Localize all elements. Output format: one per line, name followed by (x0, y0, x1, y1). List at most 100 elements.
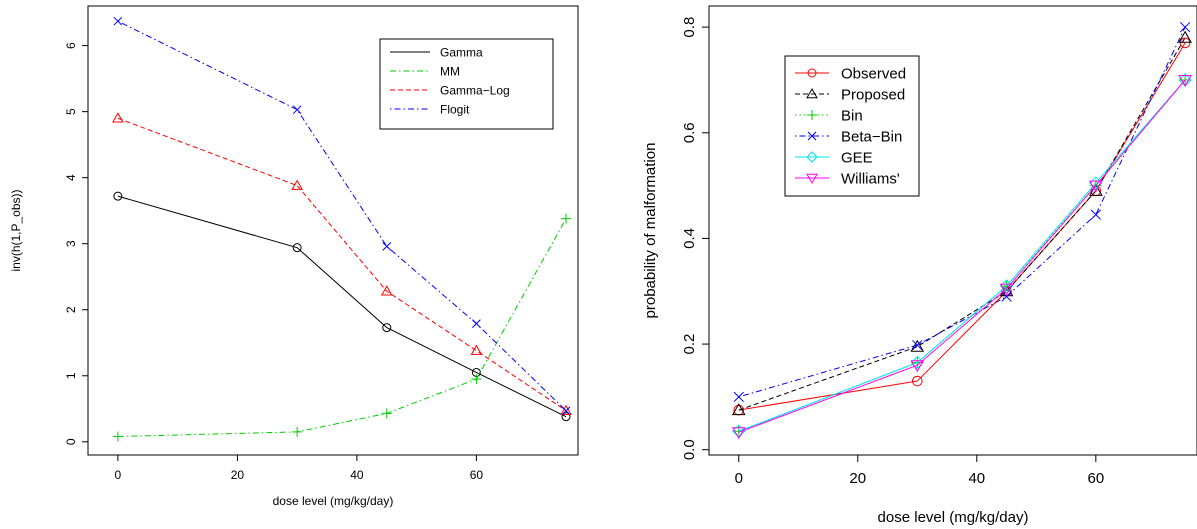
x-axis: 0 20 40 60 (735, 454, 1104, 487)
data-point-gamma-log (112, 112, 124, 123)
data-point-gee (732, 424, 746, 438)
data-point-gamma (382, 323, 392, 333)
y-axis: 0.0 0.2 0.4 0.6 0.8 (681, 17, 710, 460)
x-tick-label: 60 (470, 468, 484, 482)
data-point-mm (561, 213, 572, 224)
series-mm (112, 213, 572, 442)
data-point-proposed (1178, 30, 1192, 43)
y-tick-label: 3 (64, 240, 78, 247)
legend-label: Gamma−Log (440, 83, 510, 97)
legend-label: Proposed (841, 86, 905, 103)
data-point-observed (1179, 37, 1191, 49)
legend-marker (807, 68, 817, 78)
series-beta-bin (733, 21, 1191, 403)
data-point-mm (471, 374, 482, 385)
y-tick-label: 0.0 (681, 439, 698, 460)
data-point-proposed (731, 403, 746, 416)
series-gamma (113, 191, 571, 422)
y-axis: 0 1 2 3 4 5 6 (64, 42, 89, 445)
data-point-beta-bin (733, 391, 744, 403)
data-point-gamma-log (291, 179, 304, 190)
plot-frame (708, 5, 1197, 456)
data-point-beta-bin (1001, 291, 1012, 302)
data-point-beta-bin (1090, 209, 1101, 220)
data-point-observed (911, 375, 923, 387)
legend-label: Gamma (440, 45, 483, 59)
data-point-beta-bin (1179, 21, 1191, 33)
y-tick-label: 6 (64, 42, 78, 49)
x-tick-label: 20 (231, 468, 245, 482)
series-line-mm (117, 218, 567, 438)
data-point-mm (292, 426, 303, 437)
y-tick-label: 0.4 (681, 228, 698, 249)
y-tick-label: 2 (64, 306, 78, 313)
legend-box (379, 38, 554, 130)
y-tick-label: 0.2 (681, 334, 698, 355)
x-axis-label: dose level (mg/kg/day) (878, 509, 1029, 526)
legend-label: GEE (841, 149, 873, 166)
legend-marker (806, 87, 818, 99)
series-line-gee (738, 79, 1186, 432)
legend-label: Observed (841, 65, 906, 82)
series-proposed (731, 30, 1192, 416)
legend-marker (807, 110, 817, 120)
data-point-gamma-log (380, 285, 393, 296)
y-tick-label: 0.8 (681, 17, 698, 38)
data-point-flogit (113, 16, 123, 26)
legend-marker (806, 151, 818, 163)
data-point-williams (731, 427, 746, 440)
y-axis-label: probability of malformation (642, 143, 659, 319)
data-point-beta-bin (912, 339, 923, 351)
y-axis-label: inv(h(1,P_obs)) (9, 189, 23, 271)
x-tick-label: 20 (849, 470, 866, 487)
x-tick-label: 40 (968, 470, 985, 487)
data-point-proposed (1088, 183, 1103, 196)
plot-area (112, 16, 572, 442)
x-axis-label: dose level (mg/kg/day) (273, 494, 394, 508)
data-point-flogit (472, 319, 481, 328)
legend-label: Beta−Bin (841, 128, 902, 145)
data-point-flogit (292, 105, 302, 115)
series-line-beta-bin (738, 26, 1186, 398)
data-point-williams (999, 283, 1014, 296)
legend-label: Williams' (841, 170, 900, 187)
data-point-gamma (113, 191, 123, 201)
data-point-williams (1088, 180, 1103, 193)
x-tick-label: 0 (735, 470, 743, 487)
legend: Gamma MM Gamma−Log Flogit (379, 38, 554, 130)
data-point-gamma-log (560, 404, 572, 416)
y-tick-label: 4 (64, 174, 78, 181)
data-point-mm (381, 408, 392, 419)
x-tick-label: 0 (115, 468, 122, 482)
left-chart-panel: 0 20 40 60 0 1 2 3 4 5 6 dose level (mg/kg/day) inv(… (9, 5, 579, 508)
y-tick-label: 0.6 (681, 122, 698, 143)
series-gamma-log (112, 112, 572, 416)
x-axis: 0 20 40 60 (115, 454, 484, 482)
right-chart-panel: 0 20 40 60 0.0 0.2 0.4 0.6 0.8 dose level (mg/kg/… (642, 5, 1197, 526)
legend-label: Flogit (440, 102, 470, 116)
series-line-gamma-log (117, 117, 567, 412)
series-line-flogit (117, 20, 567, 412)
data-point-gamma-log (470, 344, 483, 355)
series-flogit (113, 16, 571, 416)
legend-label: MM (440, 64, 460, 78)
plot-area (731, 21, 1192, 440)
data-point-flogit (382, 241, 392, 251)
y-tick-label: 5 (64, 108, 78, 115)
data-point-williams (1178, 74, 1192, 87)
data-point-proposed (999, 284, 1014, 297)
series-line-williams (738, 79, 1186, 433)
legend-label: Bin (841, 107, 863, 124)
legend: Observed Proposed Bin Beta−Bin GEE Williams' (784, 55, 920, 197)
data-point-gamma (292, 243, 302, 253)
data-point-flogit (561, 406, 571, 416)
y-tick-label: 0 (64, 438, 78, 445)
series-williams (731, 74, 1192, 440)
series-line-gamma (117, 195, 567, 418)
y-tick-label: 1 (64, 372, 78, 379)
legend-box (784, 55, 920, 197)
data-point-mm (112, 431, 123, 442)
legend-marker (806, 173, 818, 185)
data-point-williams (910, 360, 925, 373)
